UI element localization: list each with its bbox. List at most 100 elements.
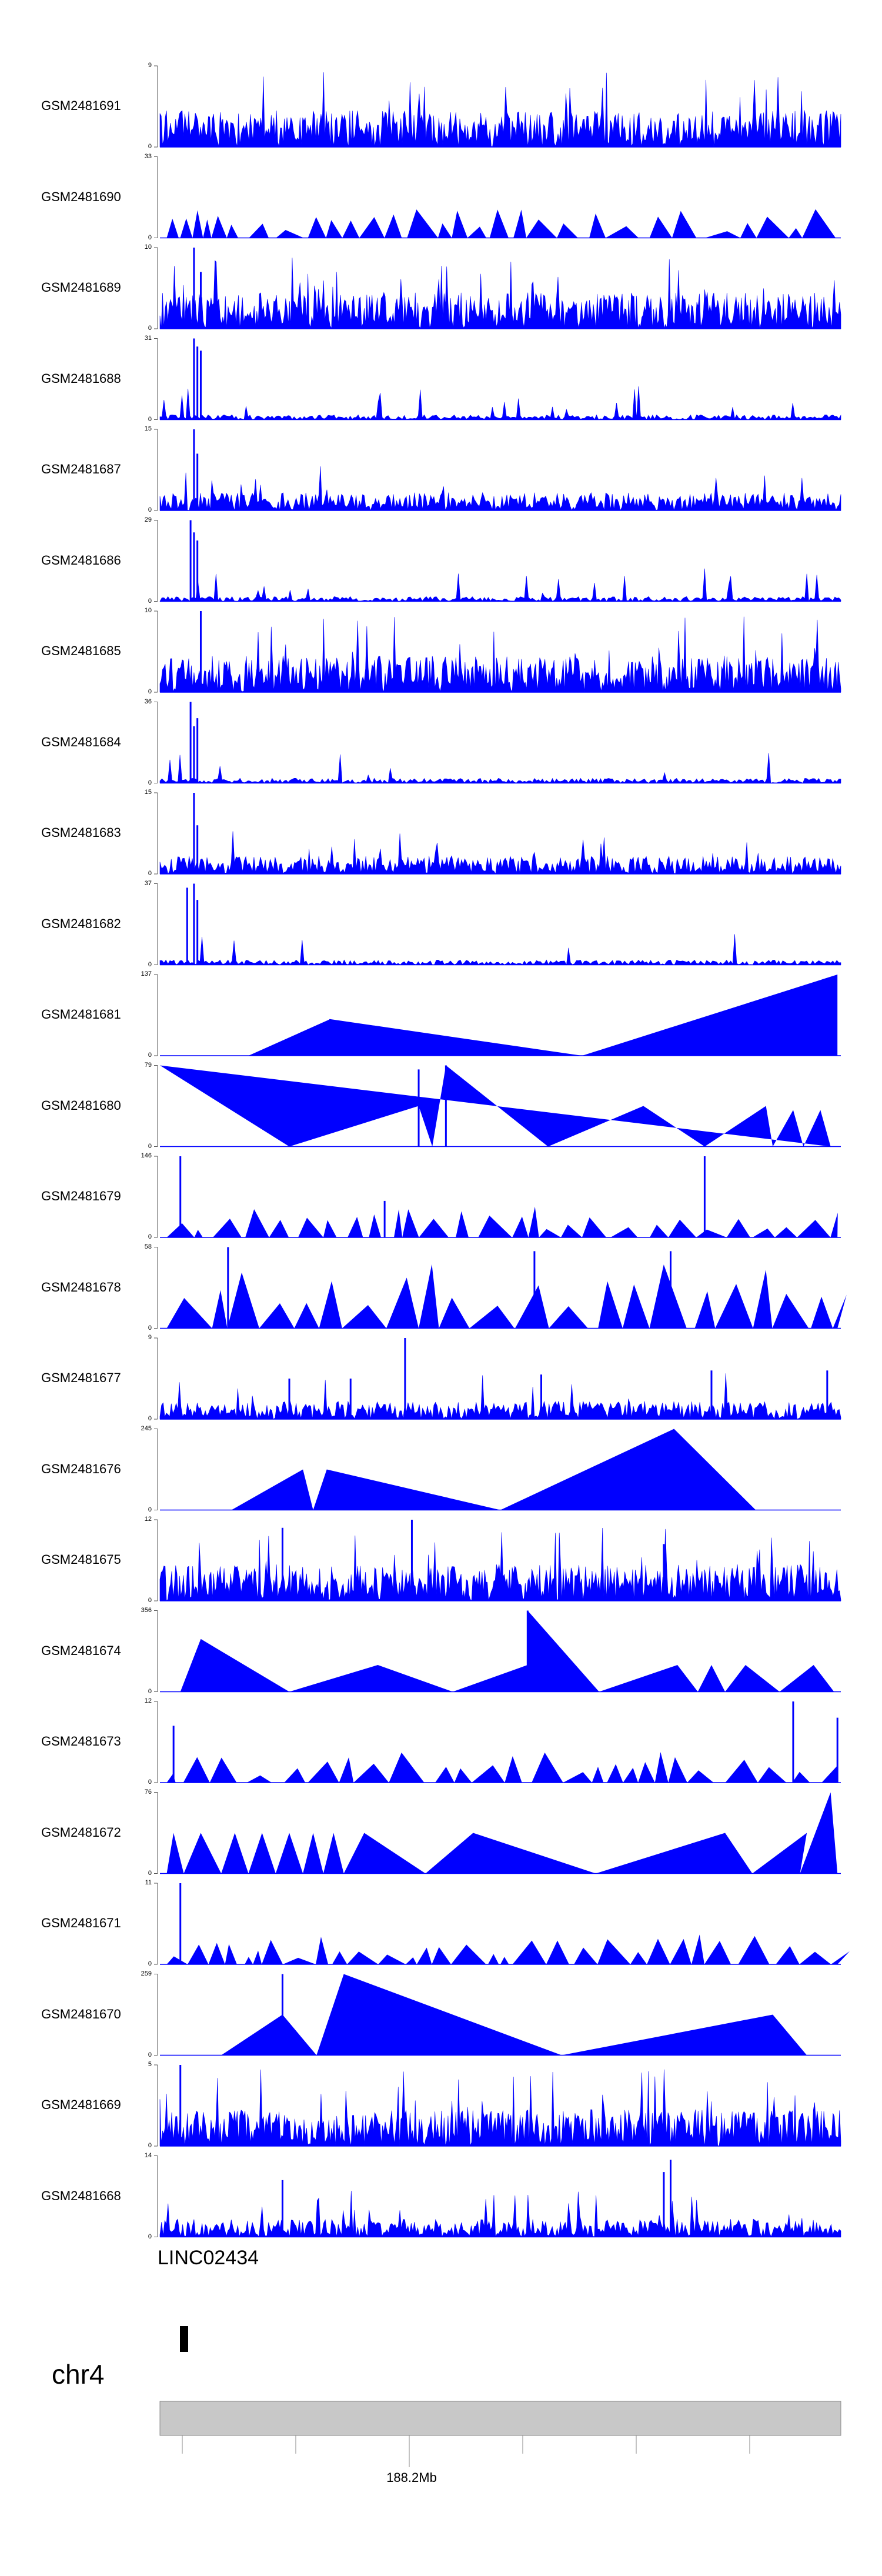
track-GSM2481675 <box>154 1519 841 1601</box>
track-label: GSM2481689 <box>41 280 121 295</box>
signal-area <box>159 258 841 329</box>
track-label: GSM2481688 <box>41 371 121 386</box>
y-tick-label-zero: 0 <box>148 1415 152 1422</box>
signal-area <box>163 1264 847 1329</box>
track-label: GSM2481684 <box>41 734 121 749</box>
track-label: GSM2481686 <box>41 552 121 568</box>
track-GSM2481686 <box>154 520 841 602</box>
track-label: GSM2481679 <box>41 1189 121 1203</box>
y-tick-label-zero: 0 <box>148 506 152 513</box>
track-GSM2481669 <box>154 2064 841 2147</box>
track-GSM2481674 <box>154 1610 841 1693</box>
track-label: GSM2481691 <box>41 98 121 113</box>
track-GSM2481687 <box>154 429 841 511</box>
signal-area <box>160 1065 831 1147</box>
track-label: GSM2481672 <box>41 1824 121 1840</box>
y-tick-label-zero: 0 <box>148 960 152 968</box>
y-tick-label-max: 15 <box>144 789 152 796</box>
track-GSM2481690 <box>154 156 841 239</box>
y-tick-label-max: 5 <box>148 2061 152 2068</box>
signal-area <box>248 975 838 1056</box>
track-GSM2481672 <box>154 1792 841 1874</box>
y-tick-label-max: 259 <box>141 1970 152 1977</box>
signal-area <box>159 466 841 511</box>
track-GSM2481688 <box>154 338 841 421</box>
y-tick-label-zero: 0 <box>148 1052 152 1059</box>
y-tick-label-zero: 0 <box>148 870 152 877</box>
y-tick-label-max: 9 <box>148 1334 152 1341</box>
y-tick-label-zero: 0 <box>148 1597 152 1604</box>
y-tick-label-max: 356 <box>141 1606 152 1614</box>
track-label: GSM2481675 <box>41 1552 121 1567</box>
signal-area <box>163 1934 850 1964</box>
track-label: GSM2481668 <box>41 2188 121 2203</box>
signal-area <box>159 934 841 966</box>
y-tick-label-max: 37 <box>144 879 152 887</box>
y-tick-label-zero: 0 <box>148 1506 152 1513</box>
y-tick-label-max: 12 <box>144 1697 152 1704</box>
y-tick-label-zero: 0 <box>148 1960 152 1967</box>
gene-feature <box>180 2326 188 2352</box>
y-tick-label-max: 245 <box>141 1424 152 1432</box>
gene-label: LINC02434 <box>158 2247 259 2269</box>
track-label: GSM2481678 <box>41 1279 121 1294</box>
chromosome-label: chr4 <box>52 2359 105 2390</box>
signal-area <box>159 2191 841 2237</box>
y-tick-label-zero: 0 <box>148 1142 152 1150</box>
track-label: GSM2481673 <box>41 1734 121 1749</box>
y-tick-label-zero: 0 <box>148 233 152 241</box>
y-tick-label-max: 12 <box>144 1516 152 1523</box>
y-tick-label-max: 146 <box>141 1152 152 1159</box>
y-tick-label-max: 9 <box>148 62 152 69</box>
track-GSM2481678 <box>154 1247 847 1329</box>
track-label: GSM2481674 <box>41 1643 121 1658</box>
track-label: GSM2481677 <box>41 1370 121 1385</box>
y-tick-label-max: 58 <box>144 1243 152 1250</box>
y-tick-label-max: 31 <box>144 334 152 342</box>
track-label: GSM2481680 <box>41 1097 121 1113</box>
signal-area <box>159 1373 841 1420</box>
y-tick-label-zero: 0 <box>148 1233 152 1240</box>
y-tick-label-max: 33 <box>144 152 152 160</box>
track-GSM2481676 <box>154 1429 841 1511</box>
y-tick-label-zero: 0 <box>148 688 152 695</box>
y-tick-label-max: 76 <box>144 1788 152 1796</box>
y-tick-label-zero: 0 <box>148 779 152 786</box>
y-tick-label-max: 36 <box>144 698 152 705</box>
track-label: GSM2481676 <box>41 1461 121 1476</box>
y-tick-label-max: 79 <box>144 1061 152 1069</box>
signal-area <box>159 568 841 602</box>
track-GSM2481684 <box>154 702 841 784</box>
track-GSM2481677 <box>154 1337 841 1420</box>
y-tick-label-max: 10 <box>144 607 152 614</box>
y-tick-label-zero: 0 <box>148 1869 152 1877</box>
ideogram-tick-label: 188.2Mb <box>386 2470 437 2485</box>
y-tick-label-zero: 0 <box>148 2233 152 2240</box>
signal-area <box>163 1206 838 1237</box>
signal-area <box>159 386 841 421</box>
track-label: GSM2481687 <box>41 462 121 476</box>
signal-area <box>231 1429 756 1510</box>
track-GSM2481691 <box>154 65 841 148</box>
track-label: GSM2481671 <box>41 1916 121 1930</box>
y-tick-label-zero: 0 <box>148 1324 152 1332</box>
track-GSM2481683 <box>154 792 841 875</box>
track-GSM2481673 <box>154 1701 841 1783</box>
signal-area <box>221 1974 807 2056</box>
y-tick-label-zero: 0 <box>148 415 152 423</box>
track-GSM2481680 <box>154 1065 841 1147</box>
track-label: GSM2481670 <box>41 2006 121 2021</box>
signal-area <box>159 72 841 148</box>
signal-area <box>159 831 841 875</box>
track-GSM2481679 <box>154 1156 841 1238</box>
signal-area <box>159 1527 841 1601</box>
y-tick-label-zero: 0 <box>148 2051 152 2058</box>
signal-area <box>166 1792 838 1874</box>
y-tick-label-max: 29 <box>144 516 152 523</box>
track-GSM2481671 <box>154 1883 850 1965</box>
y-tick-label-zero: 0 <box>148 1687 152 1695</box>
signal-area <box>159 753 841 783</box>
track-GSM2481668 <box>154 2155 841 2238</box>
y-tick-label-max: 137 <box>141 970 152 977</box>
